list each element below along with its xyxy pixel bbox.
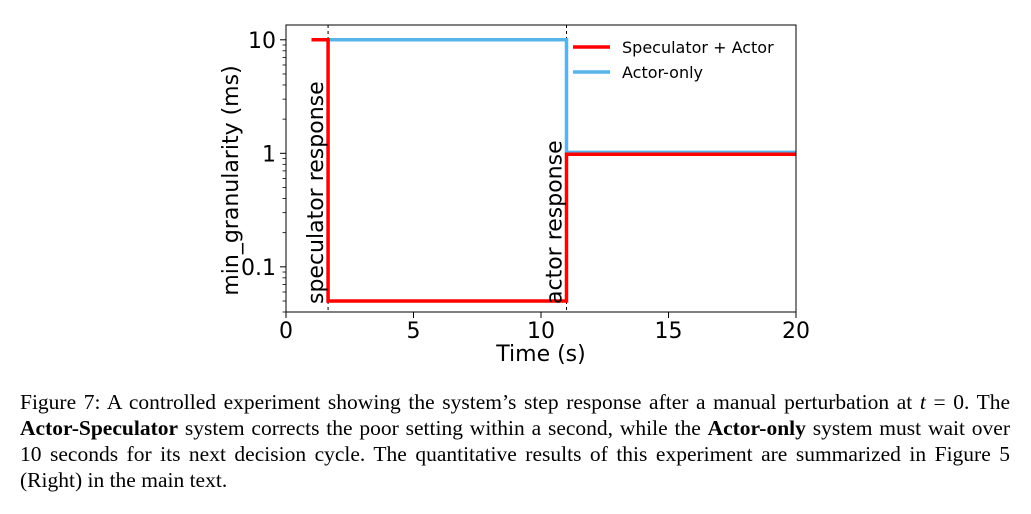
annotation-label-1: actor response [543,140,568,304]
plot-area: speculator response actor response [285,24,797,313]
legend-label-1: Actor-only [622,63,703,82]
caption-middle: system corrects the poor setting within … [178,416,708,440]
step-response-chart: speculator response actor response 0 5 10 15… [219,24,810,367]
caption-t-rest: = 0. The [925,390,1010,414]
caption-suffix: system must wait over 10 seconds for its… [20,416,1010,492]
x-tick-label: 15 [655,319,683,344]
plot-frame [285,24,797,313]
series-line-speculator-actor [311,38,796,303]
y-axis-ticks: 0.1 1 10 [241,29,286,313]
y-tick-label: 10 [248,29,276,54]
x-tick-label: 10 [527,319,555,344]
annotation-label-0: speculator response [304,81,329,304]
legend: Speculator + Actor Actor-only [573,38,774,82]
series-line-actor-only [311,38,796,155]
caption-bold-actor-speculator: Actor-Speculator [20,416,179,440]
caption-prefix: Figure 7: A controlled experiment showin… [20,390,920,414]
x-axis-ticks: 0 5 10 15 20 [279,312,810,344]
caption-t-variable: t [919,390,926,414]
y-axis-label: min_granularity (ms) [219,65,244,295]
x-axis-label: Time (s) [495,342,585,367]
x-tick-label: 0 [279,319,293,344]
caption-bold-actor-only: Actor-only [707,416,806,440]
legend-label-0: Speculator + Actor [622,38,774,57]
figure-caption: Figure 7: A controlled experiment showin… [20,389,1010,493]
x-tick-label: 5 [407,319,421,344]
y-tick-label: 0.1 [241,256,276,281]
y-tick-label: 1 [262,142,276,167]
x-tick-label: 20 [782,319,810,344]
